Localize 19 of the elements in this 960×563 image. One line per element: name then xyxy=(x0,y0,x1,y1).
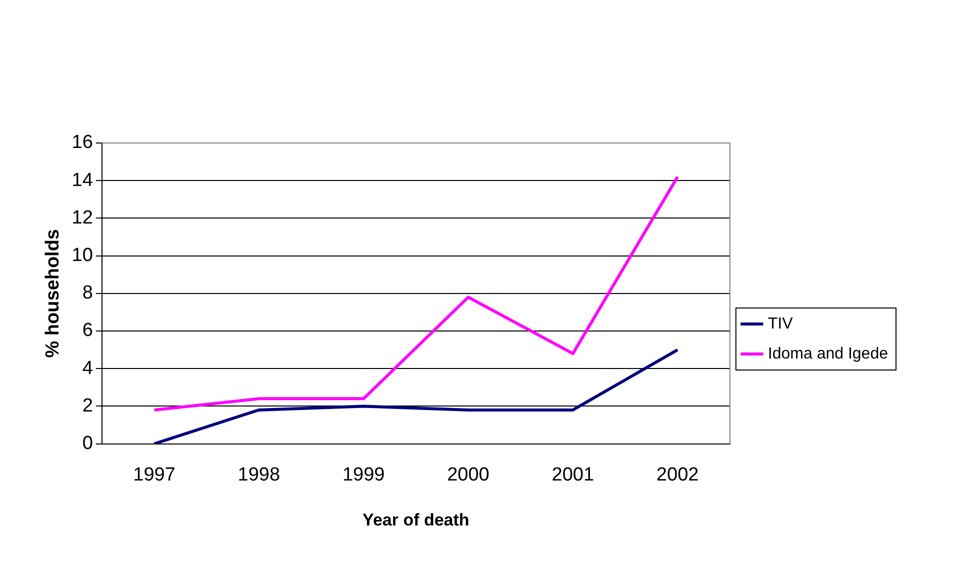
legend-label: TIV xyxy=(768,315,794,332)
x-tick-label: 2001 xyxy=(552,464,594,486)
y-tick-label: 0 xyxy=(82,433,93,454)
y-tick-label: 16 xyxy=(72,132,93,154)
x-tick-label: 1998 xyxy=(238,464,280,486)
x-tick-label: 2002 xyxy=(656,464,699,486)
legend-label: Idoma and Igede xyxy=(768,345,888,362)
x-axis-title: Year of death xyxy=(362,510,470,530)
x-tick-label: 1997 xyxy=(133,464,176,486)
y-tick-label: 6 xyxy=(82,320,93,342)
y-tick-label: 8 xyxy=(82,282,93,304)
y-tick-label: 2 xyxy=(82,395,93,416)
y-tick-label: 14 xyxy=(72,170,94,191)
y-tick-label: 4 xyxy=(82,358,94,379)
y-tick-label: 10 xyxy=(72,245,93,266)
x-tick-label: 1999 xyxy=(342,464,385,486)
x-tick-label: 2000 xyxy=(447,464,490,486)
y-axis-title: % households xyxy=(42,229,64,358)
y-tick-label: 12 xyxy=(72,207,93,228)
